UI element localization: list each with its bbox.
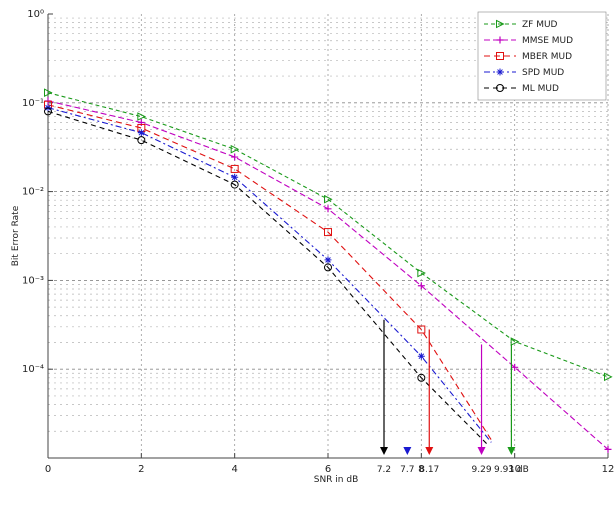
data-point-marker <box>417 352 425 360</box>
y-tick-label: 10⁻⁴ <box>22 364 44 375</box>
y-axis-label: Bit Error Rate <box>11 205 21 266</box>
series-ml-mud <box>44 107 488 445</box>
data-point-marker <box>137 129 145 137</box>
legend-label: MBER MUD <box>522 52 572 62</box>
data-point-marker <box>231 173 239 181</box>
data-point-marker <box>230 180 239 189</box>
data-point-marker <box>137 112 146 121</box>
data-point-marker <box>230 144 240 154</box>
annotation-label: 9.29 <box>472 465 492 475</box>
data-point-marker <box>324 194 333 204</box>
data-point-marker <box>417 282 425 290</box>
series-line <box>47 92 609 378</box>
data-point-marker <box>231 153 239 161</box>
data-point-marker <box>604 372 613 382</box>
data-point-marker <box>496 36 504 44</box>
annotation-arrow-head <box>380 447 388 455</box>
x-tick-label: 4 <box>231 464 237 475</box>
axes: SNR in dB Bit Error Rate 0 2 4 6 8 10 12 10⁰ 10⁻… <box>11 9 614 485</box>
data-point-marker <box>496 84 504 92</box>
annotation-label: 7.7 <box>400 465 414 475</box>
data-point-marker <box>417 373 426 382</box>
annotation-arrow-head <box>425 447 434 455</box>
y-tick-label: 10⁻³ <box>22 275 44 286</box>
data-point-marker <box>44 107 52 116</box>
data-point-marker <box>417 268 426 278</box>
data-point-marker <box>44 88 53 97</box>
legend-label: SPD MUD <box>522 68 564 78</box>
data-point-marker <box>230 164 239 173</box>
series-mber-mud <box>44 100 492 441</box>
annotation-arrow-head <box>477 447 486 455</box>
x-tick-label: 2 <box>138 464 144 475</box>
data-point-marker <box>496 19 505 29</box>
annotation-arrow-head <box>403 447 412 455</box>
legend-entry: MMSE MUD <box>484 36 573 46</box>
y-tick-label: 10⁻² <box>22 187 44 198</box>
annotation-label: 7.2 <box>377 465 391 475</box>
data-point-marker <box>324 228 332 237</box>
x-axis-label: SNR in dB <box>314 475 359 485</box>
data-point-marker <box>324 256 332 264</box>
data-point-marker <box>604 445 612 453</box>
legend-entry: MBER MUD <box>484 52 572 62</box>
annotation-layer: 7.2 7.7 8.17 9.29 9.93 dB <box>377 319 529 475</box>
series-line <box>47 104 492 441</box>
annotation-7-2: 7.2 <box>377 319 391 475</box>
data-point-marker <box>417 325 426 334</box>
series-line <box>47 110 488 445</box>
annotation-8-17: 8.17 <box>419 329 439 475</box>
legend-entry: ZF MUD <box>484 19 558 30</box>
annotation-9-29: 9.29 <box>472 344 492 475</box>
data-point-marker <box>137 136 146 145</box>
annotation-9-93-dB: 9.93 dB <box>494 344 529 475</box>
data-point-marker <box>496 68 504 76</box>
annotation-arrow-head <box>507 447 516 455</box>
x-tick-label: 10 <box>508 464 521 475</box>
y-tick-label: 10⁻¹ <box>22 98 44 109</box>
x-tick-label: 8 <box>418 464 424 475</box>
legend-label: MMSE MUD <box>522 36 573 46</box>
series-layer <box>44 88 613 453</box>
data-point-marker <box>511 363 519 371</box>
legend-entry: SPD MUD <box>484 68 564 78</box>
x-tick-label: 6 <box>325 464 331 475</box>
x-tick-label: 0 <box>45 464 51 475</box>
y-tick-label: 10⁰ <box>27 9 44 20</box>
x-tick-label: 12 <box>602 464 615 475</box>
series-zf-mud <box>44 88 613 382</box>
annotation-7-7: 7.7 <box>400 447 414 475</box>
annotation-label: 8.17 <box>419 465 439 475</box>
legend: ZF MUD MMSE MUD MBER MUD SPD MUD ML MUD <box>477 11 607 101</box>
legend-entry: ML MUD <box>484 84 559 94</box>
data-point-marker <box>510 337 520 346</box>
annotation-label: 9.93 dB <box>494 465 529 475</box>
series-line <box>47 107 492 443</box>
data-point-marker <box>324 263 332 272</box>
data-point-marker <box>324 205 332 213</box>
legend-label: ZF MUD <box>522 20 558 30</box>
series-mmse-mud <box>44 97 612 453</box>
legend-label: ML MUD <box>522 84 559 94</box>
data-point-marker <box>496 52 504 60</box>
